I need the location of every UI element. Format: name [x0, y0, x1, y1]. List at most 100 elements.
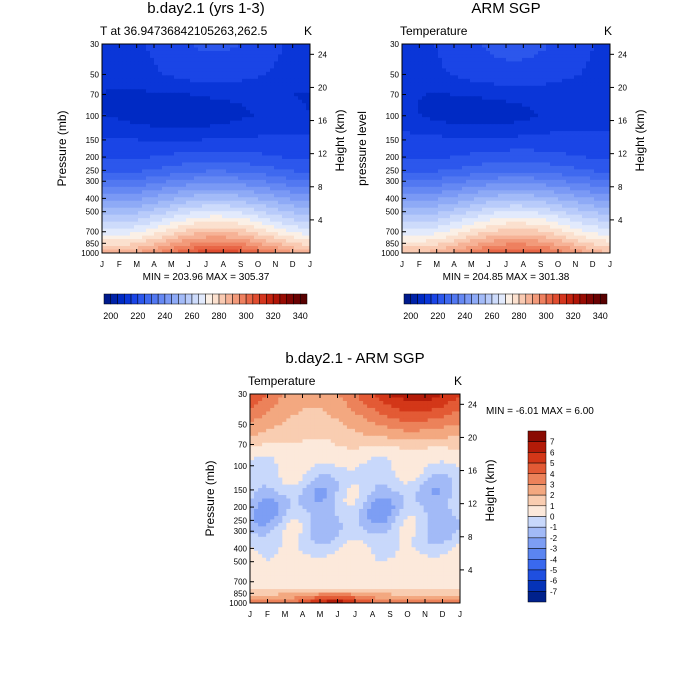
contour-cell [246, 57, 251, 62]
contour-cell [486, 117, 491, 122]
contour-cell [510, 50, 515, 55]
contour-cell [518, 148, 523, 153]
contour-cell [430, 71, 435, 76]
contour-cell [514, 158, 519, 163]
contour-cell [606, 92, 611, 97]
contour-cell [130, 120, 135, 125]
contour-cell [166, 57, 171, 62]
contour-cell [494, 92, 499, 97]
contour-cell [150, 127, 155, 132]
contour-cell [266, 145, 271, 149]
contour-cell [202, 82, 207, 87]
contour-cell [486, 68, 491, 73]
contour-cell [550, 110, 555, 115]
contour-cell [242, 99, 247, 104]
contour-cell [498, 145, 503, 149]
contour-cell [598, 78, 603, 83]
contour-cell [278, 190, 283, 195]
contour-cell [114, 117, 119, 122]
contour-cell [306, 183, 311, 188]
contour-cell [246, 141, 251, 146]
contour-cell [122, 92, 127, 97]
contour-cell [302, 120, 307, 125]
contour-cell [454, 151, 459, 156]
contour-cell [106, 134, 111, 139]
contour-cell [138, 249, 143, 254]
contour-cell [194, 44, 199, 48]
contour-cell [190, 200, 195, 205]
contour-cell [130, 75, 135, 80]
contour-cell [158, 165, 163, 170]
contour-cell [486, 145, 491, 149]
contour-cell [210, 242, 215, 247]
contour-cell [442, 50, 447, 55]
contour-cell [558, 117, 563, 122]
contour-cell [158, 232, 163, 236]
contour-cell [250, 110, 255, 115]
contour-cell [438, 61, 443, 66]
contour-cell [238, 211, 243, 216]
contour-cell [290, 82, 295, 87]
contour-cell [186, 207, 191, 212]
contour-cell [110, 85, 115, 90]
contour-cell [546, 99, 551, 104]
contour-cell [570, 57, 575, 62]
contour-cell [582, 148, 587, 153]
contour-cell [574, 120, 579, 125]
contour-cell [270, 82, 275, 87]
contour-cell [254, 221, 259, 226]
contour-cell [430, 85, 435, 90]
contour-cell [122, 106, 127, 111]
contour-cell [266, 207, 271, 212]
contour-cell [226, 186, 231, 191]
contour-cell [294, 61, 299, 66]
contour-cell [242, 211, 247, 216]
contour-cell [154, 228, 159, 233]
contour-cell [558, 50, 563, 55]
contour-cell [586, 96, 591, 101]
contour-cell [162, 183, 167, 188]
contour-cell [222, 117, 227, 122]
contour-cell [206, 162, 211, 167]
contour-cell [258, 113, 263, 118]
contour-cell [482, 106, 487, 111]
contour-cell [298, 78, 303, 83]
contour-cell [302, 204, 307, 209]
contour-cell [410, 103, 415, 108]
contour-cell [306, 78, 311, 83]
contour-cell [210, 200, 215, 205]
contour-cell [450, 47, 455, 52]
contour-cell [278, 235, 283, 240]
contour-cell [246, 225, 251, 230]
contour-cell [178, 61, 183, 66]
contour-cell [250, 190, 255, 195]
contour-cell [494, 131, 499, 135]
contour-cell [510, 54, 515, 59]
contour-cell [522, 110, 527, 115]
contour-cell [122, 99, 127, 104]
contour-cell [114, 64, 119, 69]
contour-cell [210, 249, 215, 254]
contour-cell [306, 103, 311, 108]
contour-cell [150, 193, 155, 198]
contour-cell [270, 138, 275, 142]
contour-cell [518, 71, 523, 76]
contour-cell [170, 239, 175, 243]
contour-cell [542, 89, 547, 94]
contour-cell [438, 54, 443, 59]
contour-cell [198, 162, 203, 167]
contour-cell [498, 71, 503, 76]
contour-cell [138, 169, 143, 174]
contour-cell [550, 64, 555, 69]
contour-cell [590, 54, 595, 59]
contour-cell [174, 151, 179, 156]
contour-cell [494, 106, 499, 111]
contour-cell [274, 117, 279, 122]
contour-cell [306, 228, 311, 233]
contour-cell [194, 85, 199, 90]
contour-cell [414, 96, 419, 101]
contour-cell [110, 169, 115, 174]
contour-cell [270, 57, 275, 62]
contour-cell [222, 71, 227, 76]
contour-cell [554, 96, 559, 101]
